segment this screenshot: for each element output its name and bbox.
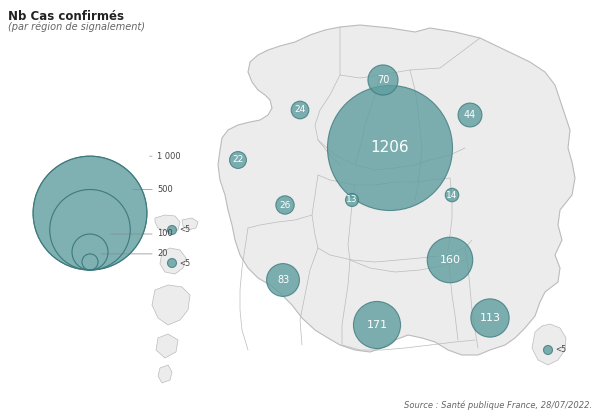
Text: 500: 500 (157, 185, 173, 194)
Polygon shape (182, 218, 198, 230)
Text: 1 000: 1 000 (157, 152, 181, 161)
Text: 70: 70 (377, 75, 389, 85)
Polygon shape (155, 215, 180, 232)
Text: <5: <5 (179, 225, 191, 235)
Text: 13: 13 (346, 196, 358, 205)
Circle shape (276, 196, 294, 214)
Circle shape (427, 237, 473, 283)
Polygon shape (532, 324, 566, 365)
Circle shape (346, 193, 358, 206)
Text: 20: 20 (157, 250, 167, 258)
Polygon shape (218, 25, 575, 355)
Text: 26: 26 (280, 201, 290, 210)
Circle shape (266, 264, 299, 296)
Text: 14: 14 (446, 191, 458, 200)
Polygon shape (160, 248, 186, 274)
Circle shape (328, 86, 452, 210)
Text: 24: 24 (295, 106, 305, 114)
Polygon shape (158, 365, 172, 383)
Text: 1206: 1206 (371, 141, 409, 156)
Text: 160: 160 (439, 255, 461, 265)
Polygon shape (156, 334, 178, 358)
Circle shape (167, 225, 176, 235)
Text: 171: 171 (367, 320, 388, 330)
Text: 44: 44 (464, 110, 476, 120)
Text: 100: 100 (157, 230, 173, 238)
Text: <5: <5 (556, 346, 566, 354)
Polygon shape (152, 285, 190, 325)
Circle shape (230, 151, 247, 168)
Circle shape (368, 65, 398, 95)
Circle shape (458, 103, 482, 127)
Text: 83: 83 (277, 275, 289, 285)
Circle shape (291, 101, 309, 119)
Text: 22: 22 (232, 156, 244, 164)
Circle shape (544, 346, 553, 354)
Text: 113: 113 (479, 313, 500, 323)
Circle shape (353, 302, 401, 349)
Circle shape (445, 188, 459, 202)
Circle shape (471, 299, 509, 337)
Text: Nb Cas confirmés: Nb Cas confirmés (8, 10, 124, 23)
Circle shape (33, 156, 147, 270)
Circle shape (167, 258, 176, 267)
Text: Source : Santé publique France, 28/07/2022.: Source : Santé publique France, 28/07/20… (404, 401, 592, 410)
Text: (par région de signalement): (par région de signalement) (8, 22, 145, 32)
Text: <5: <5 (179, 258, 191, 267)
